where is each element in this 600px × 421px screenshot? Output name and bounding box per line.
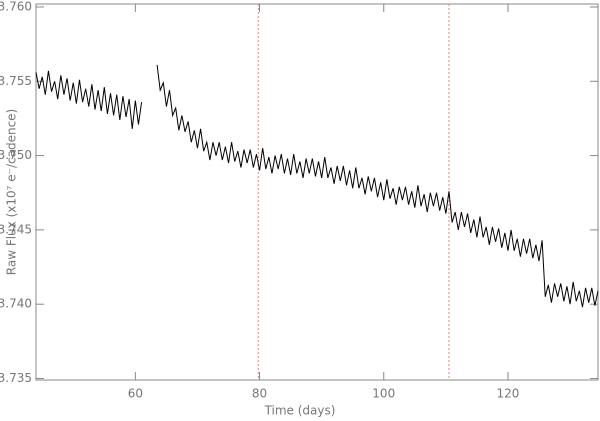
plot-frame bbox=[35, 3, 599, 381]
x-tick-label: 80 bbox=[252, 387, 267, 401]
x-tick-label: 100 bbox=[372, 387, 395, 401]
y-axis-title: Raw Flux (x10⁷ e⁻/cadence) bbox=[5, 109, 19, 275]
x-tick-label: 120 bbox=[497, 387, 520, 401]
y-tick-label: 3.745 bbox=[0, 222, 32, 236]
data-line bbox=[35, 64, 599, 308]
y-tick-label: 3.760 bbox=[0, 0, 32, 13]
x-axis-title: Time (days) bbox=[264, 404, 336, 418]
y-tick-label: 3.740 bbox=[0, 297, 32, 311]
y-tick-label: 3.735 bbox=[0, 371, 32, 385]
y-tick-label: 3.755 bbox=[0, 74, 32, 88]
x-tick-label: 60 bbox=[128, 387, 143, 401]
y-tick-label: 3.750 bbox=[0, 148, 32, 162]
